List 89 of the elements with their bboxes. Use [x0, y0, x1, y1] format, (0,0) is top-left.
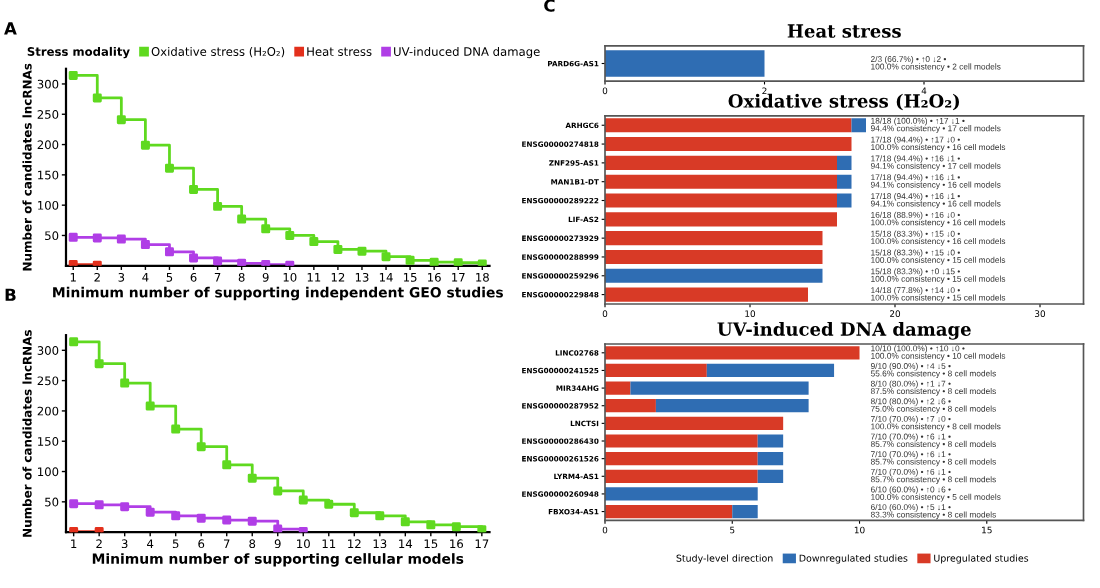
point: [145, 401, 155, 411]
point: [92, 93, 102, 103]
point: [429, 257, 439, 266]
point: [164, 247, 174, 257]
bar: [605, 231, 823, 246]
point: [381, 252, 391, 262]
point: [116, 234, 126, 244]
point: [189, 253, 199, 263]
bar: [732, 504, 758, 519]
bar: [605, 452, 758, 466]
point: [213, 201, 223, 211]
bar: [605, 346, 860, 360]
bar: [837, 155, 852, 170]
bar: [605, 118, 852, 133]
point: [116, 115, 126, 125]
point: [222, 515, 232, 525]
point: [400, 517, 410, 527]
bar: [757, 434, 784, 448]
point: [273, 486, 283, 496]
point: [261, 224, 271, 234]
bar: [605, 487, 758, 501]
point: [189, 184, 199, 194]
point: [477, 259, 487, 266]
point: [273, 524, 283, 533]
bar: [706, 363, 835, 378]
point: [375, 511, 385, 521]
bar: [757, 452, 784, 466]
bar: [605, 212, 837, 227]
point: [451, 522, 461, 532]
point: [237, 214, 247, 224]
point: [309, 237, 319, 247]
bar: [605, 399, 656, 413]
text: C: [544, 0, 555, 12]
point: [68, 232, 78, 242]
bar: [757, 469, 784, 483]
point: [140, 240, 150, 250]
point: [453, 258, 463, 266]
chart-title: UV-induced DNA damage: [717, 321, 971, 340]
point: [120, 378, 130, 388]
point: [69, 337, 79, 347]
chart-title: Heat stress: [787, 24, 901, 38]
point: [237, 258, 247, 266]
bar: [605, 287, 808, 302]
point: [164, 163, 174, 173]
point: [298, 495, 308, 505]
bar: [605, 249, 823, 265]
bar: [851, 118, 866, 133]
point: [68, 70, 78, 80]
point: [171, 424, 181, 434]
point: [247, 473, 257, 483]
point: [69, 499, 79, 509]
bar: [605, 193, 837, 208]
point: [357, 246, 367, 256]
bar: [630, 381, 809, 395]
point: [405, 255, 415, 265]
point: [477, 525, 487, 533]
bar: [605, 155, 837, 170]
point: [94, 500, 104, 510]
point: [349, 508, 359, 518]
bar: [605, 469, 758, 483]
point: [171, 511, 181, 521]
point: [145, 507, 155, 517]
point: [94, 359, 104, 369]
bar: [605, 363, 707, 378]
bar: [605, 268, 823, 283]
point: [92, 233, 102, 243]
point: [213, 256, 223, 266]
bar: [837, 174, 852, 189]
point: [222, 460, 232, 470]
bar: [605, 416, 784, 430]
bar: [605, 137, 852, 152]
bar: [655, 399, 809, 413]
text: B: [5, 288, 16, 301]
point: [333, 244, 343, 254]
bar: [605, 381, 631, 395]
point: [196, 442, 206, 452]
bar: [605, 434, 758, 448]
bar: [837, 193, 852, 208]
chart-title: Oxidative stress (H₂O₂): [728, 93, 960, 111]
point: [140, 140, 150, 150]
point: [285, 230, 295, 240]
point: [120, 502, 130, 512]
point: [196, 513, 206, 523]
point: [247, 516, 257, 526]
point: [426, 520, 436, 530]
text: A: [4, 22, 17, 35]
point: [324, 499, 334, 509]
bar: [605, 504, 733, 519]
bar: [605, 174, 837, 189]
